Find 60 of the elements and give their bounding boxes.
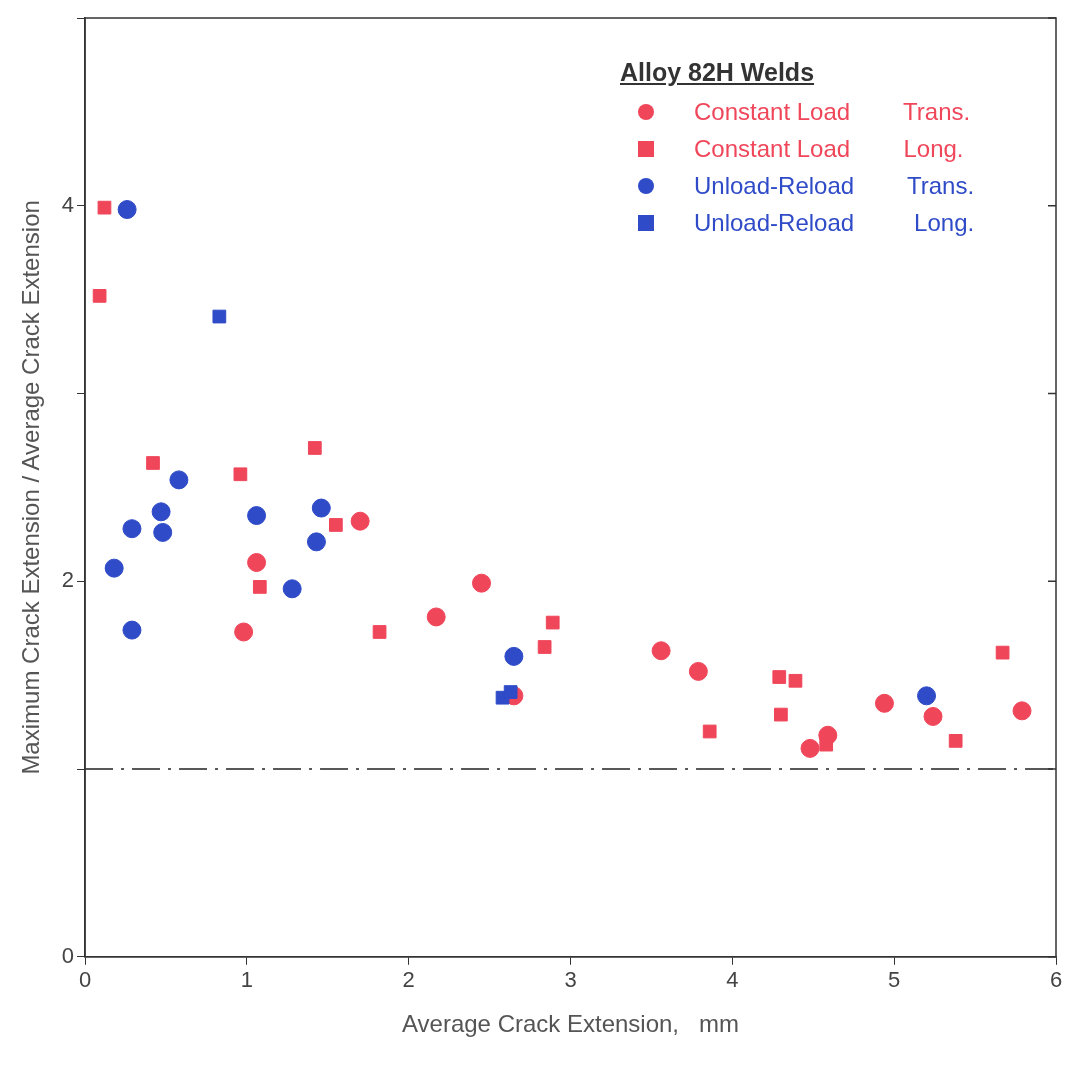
legend-label: Constant Load Trans. <box>694 97 971 126</box>
point <box>252 580 267 594</box>
point <box>151 502 171 522</box>
point <box>247 506 267 526</box>
point <box>117 200 137 220</box>
x-axis-title: Average Crack Extension, mm <box>402 1010 740 1038</box>
x-tick-label: 4 <box>726 967 739 993</box>
point <box>122 620 142 640</box>
point <box>948 734 963 748</box>
point <box>153 522 173 542</box>
y-tick-label: 0 <box>61 942 75 968</box>
y-tick-label: 4 <box>61 191 75 217</box>
point <box>537 640 552 654</box>
point <box>122 519 142 539</box>
point <box>104 558 124 578</box>
point <box>472 573 492 593</box>
x-tick-label: 6 <box>1049 967 1063 993</box>
point <box>688 661 708 681</box>
point <box>772 670 787 684</box>
legend-label: Constant Load Long. <box>694 134 964 163</box>
point <box>92 289 107 303</box>
y-tick-label: 2 <box>61 567 75 593</box>
point <box>504 646 524 666</box>
x-tick-label: 1 <box>240 967 253 993</box>
point <box>169 470 189 490</box>
point <box>212 309 227 324</box>
point <box>774 707 788 722</box>
point <box>995 645 1010 660</box>
legend-label: Unload-Reload Trans. <box>694 171 975 200</box>
point <box>923 706 943 726</box>
point <box>874 693 894 713</box>
point <box>651 641 671 661</box>
point <box>819 737 834 752</box>
legend-title: Alloy 82H Welds <box>620 58 816 87</box>
point <box>146 456 160 470</box>
point <box>306 532 326 552</box>
point <box>329 518 343 532</box>
point <box>503 685 518 699</box>
point <box>800 738 820 758</box>
legend-label: Unload-Reload Long. <box>694 208 975 237</box>
x-tick-label: 2 <box>402 967 415 993</box>
point <box>702 724 717 739</box>
point <box>426 607 446 627</box>
point <box>788 673 803 688</box>
y-axis-title: Maximum Crack Extension / Average Crack Extension <box>17 200 45 775</box>
point <box>234 622 254 642</box>
point <box>917 686 937 706</box>
point <box>307 441 322 455</box>
x-tick-label: 0 <box>78 967 92 993</box>
point <box>311 498 331 518</box>
point <box>282 579 302 599</box>
point <box>233 467 248 482</box>
point <box>545 615 560 630</box>
point <box>1012 701 1032 721</box>
point <box>97 200 112 215</box>
point <box>372 625 387 639</box>
point <box>350 511 370 531</box>
x-tick-label: 5 <box>888 967 901 993</box>
x-tick-label: 3 <box>564 967 577 993</box>
point <box>247 553 267 572</box>
